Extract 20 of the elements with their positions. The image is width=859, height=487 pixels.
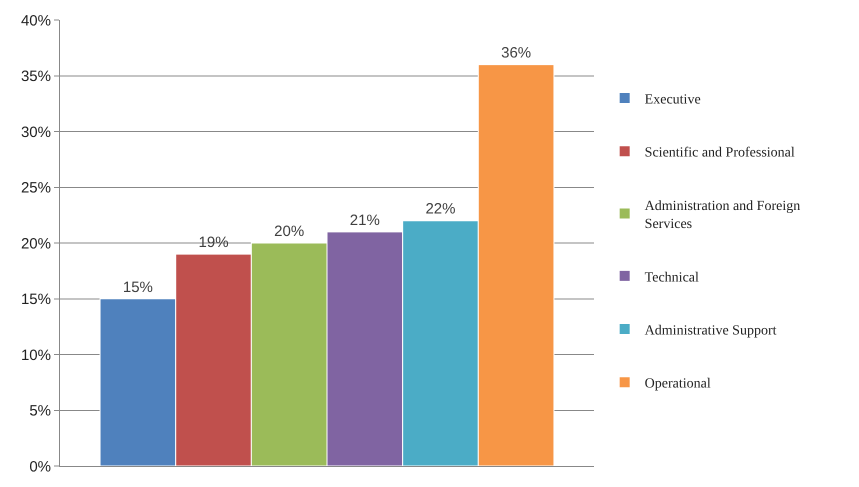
- y-tick-label: 20%: [20, 235, 51, 252]
- y-tick-label: 15%: [20, 291, 51, 308]
- data-label: 20%: [274, 223, 304, 240]
- data-label: 15%: [122, 278, 153, 296]
- data-label: 22%: [425, 200, 456, 218]
- y-tick-label: 5%: [29, 402, 51, 420]
- data-label: 36%: [501, 44, 532, 62]
- y-tick-label: 30%: [20, 124, 51, 141]
- legend-label: Technical: [644, 270, 699, 286]
- y-tick-label: 10%: [20, 346, 51, 364]
- legend-label: Operational: [644, 376, 711, 392]
- y-tick-label: 35%: [20, 68, 51, 85]
- legend-label: Scientific and Professional: [644, 146, 795, 161]
- legend-label: Administrative Support: [644, 324, 777, 338]
- legend-label: Executive: [644, 92, 701, 108]
- legend-label: Administration and Foreign Services: [644, 198, 800, 232]
- y-tick-label: 40%: [20, 12, 51, 30]
- y-tick-label: 25%: [20, 180, 51, 196]
- y-tick-label: 0%: [29, 458, 51, 476]
- data-label: 21%: [350, 212, 380, 229]
